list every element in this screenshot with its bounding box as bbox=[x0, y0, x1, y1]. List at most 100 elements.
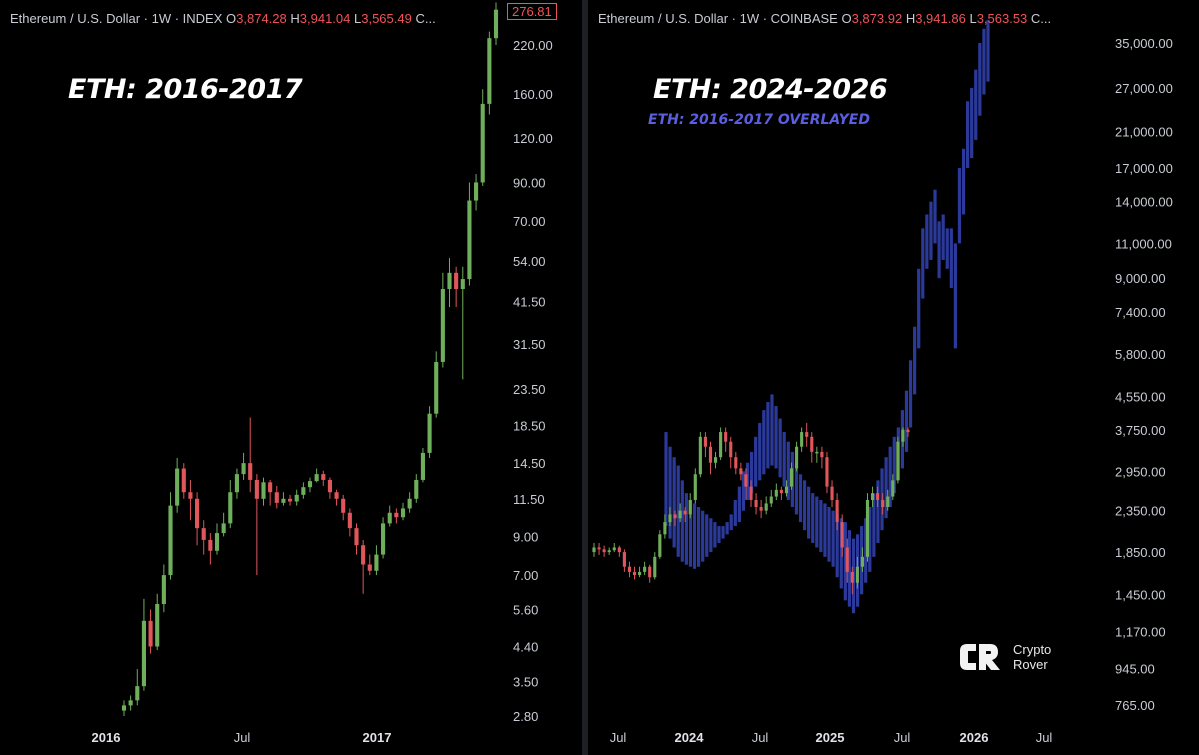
candle-body bbox=[354, 528, 359, 546]
candle-body bbox=[749, 486, 753, 500]
candle-body bbox=[800, 432, 804, 447]
overlay-bar bbox=[754, 436, 758, 487]
right-legend-low-label: L bbox=[969, 11, 977, 26]
candle-body bbox=[739, 468, 743, 475]
candle-body bbox=[881, 499, 885, 508]
right-legend-close-label: C... bbox=[1030, 11, 1052, 26]
overlay-bar bbox=[729, 514, 733, 531]
candle-body bbox=[334, 492, 339, 499]
panel-divider[interactable] bbox=[582, 0, 588, 755]
overlay-bar bbox=[888, 446, 892, 508]
candle-body bbox=[274, 492, 279, 503]
overlay-bar bbox=[766, 402, 770, 469]
y-tick-label: 9,000.00 bbox=[1115, 271, 1166, 286]
overlay-bar bbox=[697, 507, 701, 567]
overlay-bar bbox=[945, 228, 949, 269]
overlay-bar bbox=[705, 514, 709, 557]
candle-body bbox=[891, 480, 895, 497]
candle-body bbox=[820, 451, 824, 458]
overlay-bar bbox=[770, 394, 774, 466]
last-price-badge: 276.81 bbox=[507, 3, 557, 20]
right-legend-open-label: O bbox=[841, 11, 852, 26]
overlay-bar bbox=[741, 471, 746, 511]
left-legend-close-label: C... bbox=[415, 11, 436, 26]
x-tick-label: Jul bbox=[234, 730, 251, 745]
candle-body bbox=[855, 566, 859, 583]
candle-body bbox=[805, 432, 809, 437]
left-chart-canvas: 220.00 160.00 120.00 90.00 70.00 54.00 41.50 31… bbox=[92, 2, 553, 745]
right-legend-high-label: H bbox=[905, 11, 916, 26]
candle-body bbox=[195, 498, 200, 529]
overlay-bar bbox=[798, 474, 803, 523]
overlay-bar bbox=[868, 507, 872, 572]
candle-body bbox=[693, 474, 697, 500]
candle-body bbox=[698, 436, 702, 475]
overlay-bar bbox=[778, 418, 782, 478]
y-tick-label: 7.00 bbox=[513, 568, 538, 583]
overlay-bar bbox=[937, 221, 941, 279]
candle-body bbox=[420, 452, 425, 480]
x-tick-label: 2026 bbox=[960, 730, 989, 745]
candle-body bbox=[234, 474, 239, 493]
x-tick-label: Jul bbox=[610, 730, 627, 745]
candle-body bbox=[467, 200, 472, 280]
candle-body bbox=[617, 547, 621, 553]
candle-body bbox=[774, 489, 778, 497]
candle-body bbox=[400, 508, 406, 518]
candle-body bbox=[367, 564, 372, 571]
left-legend-high: 3,941.04 bbox=[299, 11, 351, 26]
overlay-bar bbox=[957, 168, 962, 244]
overlay-bar bbox=[737, 486, 741, 523]
candle-body bbox=[307, 481, 313, 488]
candle-body bbox=[632, 571, 637, 576]
y-tick-label: 220.00 bbox=[513, 38, 553, 53]
overlay-bar bbox=[949, 228, 953, 289]
overlay-bar bbox=[933, 189, 937, 244]
candle-body bbox=[135, 686, 140, 701]
x-tick-label: 2016 bbox=[92, 730, 121, 745]
candle-body bbox=[434, 361, 439, 414]
y-tick-label: 17,000.00 bbox=[1115, 161, 1173, 176]
overlay-bar bbox=[823, 503, 827, 557]
candle-body bbox=[427, 413, 432, 453]
candle-body bbox=[845, 547, 849, 572]
candle-body bbox=[779, 489, 783, 494]
overlay-bar bbox=[831, 510, 835, 567]
overlay-bar bbox=[884, 457, 888, 519]
y-tick-label: 1,170.00 bbox=[1115, 624, 1166, 639]
candle-body bbox=[128, 700, 133, 706]
overlay-bar bbox=[925, 214, 929, 269]
overlay-bar bbox=[847, 530, 852, 607]
candle-body bbox=[414, 479, 419, 499]
crypto-rover-logo: Crypto Rover bbox=[957, 640, 1051, 674]
overlay-bar bbox=[864, 518, 868, 583]
y-tick-label: 1,450.00 bbox=[1115, 587, 1166, 602]
candle-body bbox=[870, 493, 875, 500]
y-tick-label: 14,000.00 bbox=[1115, 195, 1173, 210]
candle-body bbox=[480, 103, 485, 183]
y-tick-label: 21,000.00 bbox=[1115, 124, 1173, 139]
candle-body bbox=[361, 545, 366, 565]
candle-body bbox=[754, 499, 758, 508]
left-legend-open-label: O bbox=[226, 11, 237, 26]
left-legend-low-label: L bbox=[354, 11, 362, 26]
candle-body bbox=[668, 514, 672, 523]
candle-body bbox=[830, 486, 834, 500]
candle-body bbox=[789, 468, 794, 487]
candle-body bbox=[175, 468, 180, 506]
candle-body bbox=[840, 522, 844, 548]
y-tick-label: 3,750.00 bbox=[1115, 423, 1166, 438]
candle-body bbox=[703, 436, 707, 447]
candle-body bbox=[407, 498, 412, 509]
candle-body bbox=[294, 494, 299, 502]
candle-body bbox=[288, 498, 293, 502]
candle-body bbox=[161, 575, 166, 605]
overlay-bar bbox=[819, 499, 823, 553]
y-tick-label: 35,000.00 bbox=[1115, 36, 1173, 51]
logo-text-line2: Rover bbox=[1013, 657, 1048, 672]
candle-body bbox=[850, 571, 854, 583]
overlay-bar bbox=[835, 514, 839, 578]
candle-body bbox=[713, 457, 718, 463]
y-tick-label: 18.50 bbox=[513, 419, 546, 434]
right-legend-low: 3,563.53 bbox=[976, 11, 1028, 26]
